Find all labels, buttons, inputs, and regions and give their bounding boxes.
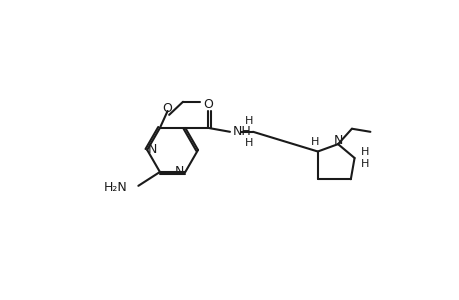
Text: N: N (333, 134, 342, 147)
Text: H₂N: H₂N (104, 181, 127, 194)
Text: NH: NH (232, 125, 251, 138)
Text: H: H (245, 116, 253, 126)
Text: O: O (203, 98, 213, 111)
Text: N: N (148, 143, 157, 157)
Text: N: N (175, 165, 184, 178)
Text: H: H (360, 159, 369, 169)
Text: H: H (245, 138, 253, 148)
Text: H: H (360, 147, 369, 157)
Text: H: H (311, 137, 319, 147)
Text: O: O (162, 102, 172, 115)
